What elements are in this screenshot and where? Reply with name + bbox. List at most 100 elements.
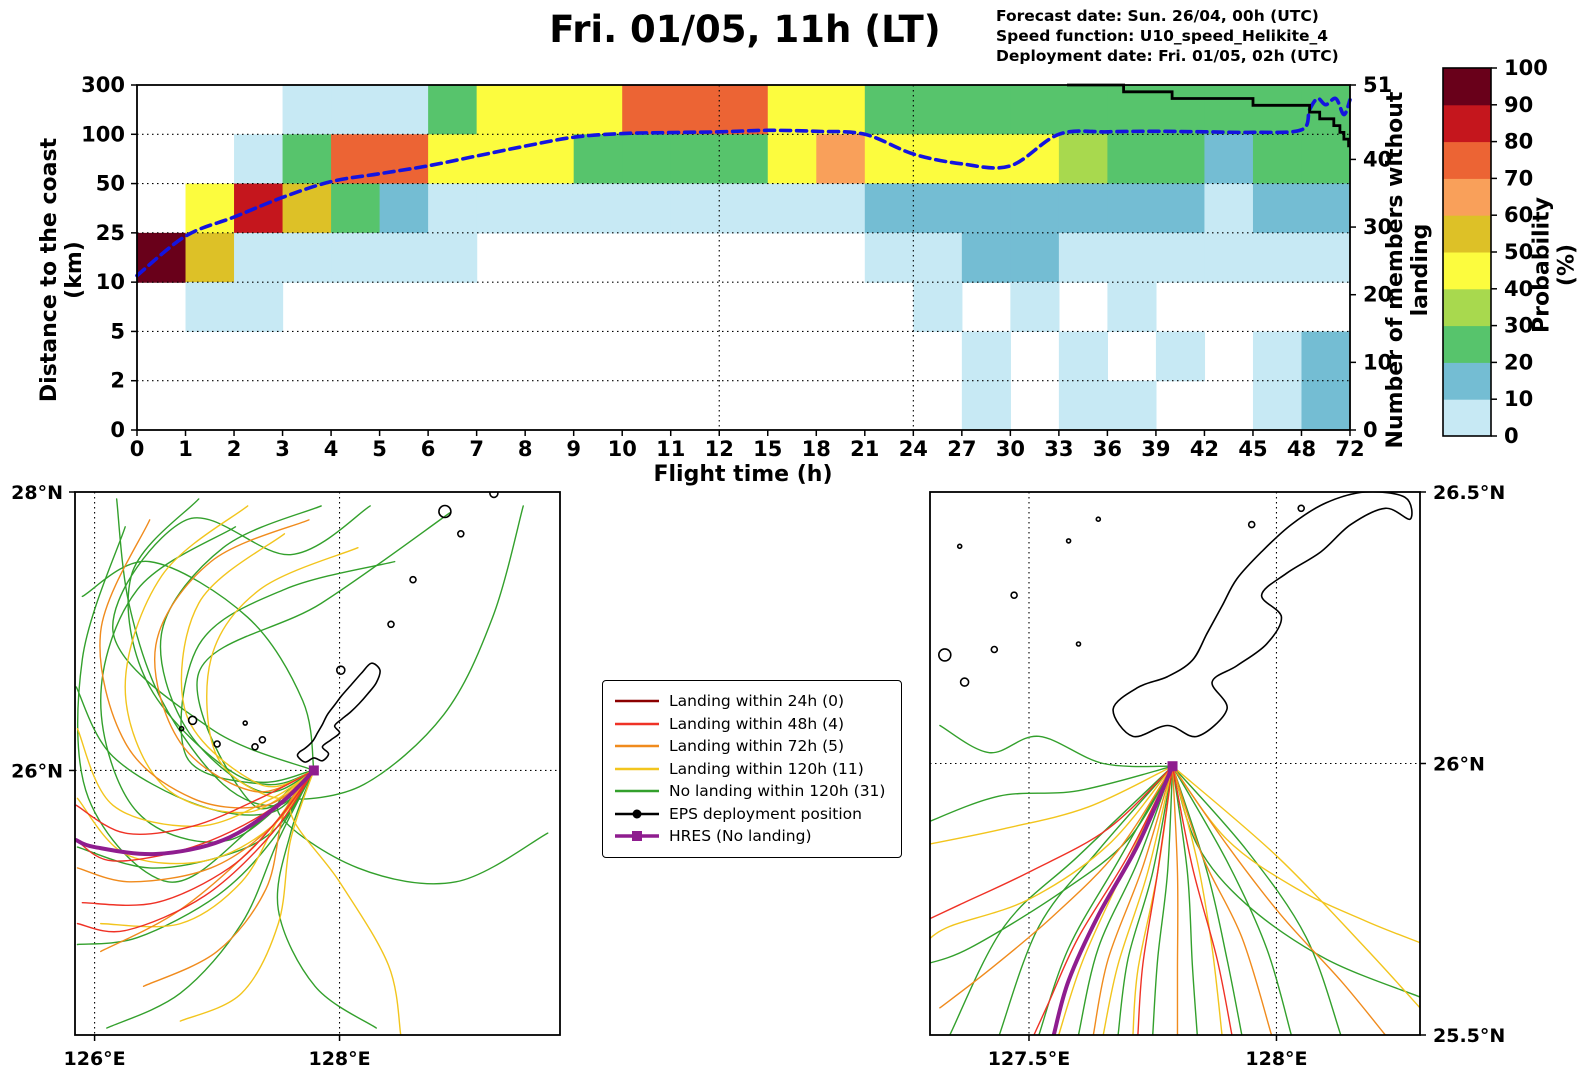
- heatmap-cell: [331, 232, 381, 283]
- heatmap-cell: [282, 134, 332, 185]
- heatmap-cell: [1301, 183, 1351, 234]
- heatmap-cell: [1107, 183, 1157, 234]
- heatmap-cell: [379, 134, 429, 185]
- trajectory-gold: [289, 769, 402, 1035]
- heatmap-cell: [1010, 232, 1060, 283]
- trajectory-green: [180, 560, 396, 786]
- heatmap-cell: [961, 331, 1011, 382]
- svg-text:10: 10: [1504, 387, 1533, 411]
- legend-item-landing-120h: Landing within 120h (11): [613, 758, 891, 781]
- trajectory-green: [1077, 765, 1174, 1035]
- heatmap-cell: [282, 85, 332, 135]
- heatmap-cell: [1252, 183, 1303, 234]
- svg-text:60: 60: [1504, 203, 1533, 227]
- colorbar: 0 10 20 30 40 50 60 70 80 90 100: [1442, 56, 1548, 448]
- x-axis-label: Flight time (h): [653, 462, 833, 487]
- heatmap-cell: [864, 85, 914, 135]
- trajectory-gold: [1102, 765, 1174, 1035]
- trajectory-red: [1033, 765, 1174, 1035]
- legend-item-no-landing: No landing within 120h (31): [613, 780, 891, 803]
- legend-label: Landing within 24h (0): [669, 692, 845, 711]
- svg-text:28°N: 28°N: [11, 482, 63, 504]
- heatmap-cell: [1204, 183, 1254, 234]
- svg-text:30: 30: [996, 437, 1025, 461]
- svg-text:25: 25: [96, 221, 125, 245]
- trajectory-green: [939, 724, 1174, 768]
- svg-text:0: 0: [110, 418, 125, 442]
- svg-text:45: 45: [1238, 437, 1267, 461]
- svg-text:26.5°N: 26.5°N: [1433, 482, 1505, 504]
- svg-text:5: 5: [372, 437, 387, 461]
- trajectory-orange: [142, 769, 315, 987]
- legend-label: Landing within 72h (5): [669, 737, 845, 756]
- trajectory-green: [100, 526, 315, 843]
- heatmap-cell: [767, 134, 817, 185]
- heatmap-cell: [1107, 380, 1157, 431]
- trajectory-green: [1171, 765, 1293, 1035]
- heatmap-cell: [767, 85, 817, 135]
- legend-item-eps-deployment: EPS deployment position: [613, 803, 891, 826]
- heatmap-cell: [1010, 282, 1060, 333]
- heatmap-cell: [622, 85, 672, 135]
- trajectory-gold: [76, 769, 315, 865]
- heatmap-cell: [961, 134, 1011, 185]
- svg-text:126°E: 126°E: [64, 1048, 126, 1070]
- heatmap-cell: [864, 232, 914, 283]
- legend: Landing within 24h (0) Landing within 48…: [602, 680, 902, 858]
- svg-text:4: 4: [324, 437, 339, 461]
- svg-text:100: 100: [1504, 56, 1548, 80]
- trajectory-green: [112, 505, 371, 772]
- svg-text:90: 90: [1504, 93, 1533, 117]
- heatmap-cell: [1301, 331, 1351, 382]
- svg-text:40: 40: [1363, 147, 1392, 171]
- svg-text:36: 36: [1093, 437, 1122, 461]
- trajectory-red: [81, 769, 315, 907]
- svg-text:21: 21: [850, 437, 879, 461]
- members-without-landing-line: [1067, 83, 1350, 148]
- svg-text:9: 9: [566, 437, 581, 461]
- svg-text:20: 20: [1504, 350, 1533, 374]
- trajectory-orange: [99, 519, 315, 809]
- heatmap-cell: [234, 134, 284, 185]
- heatmap-cell: [1252, 85, 1303, 135]
- trajectory-gold: [1171, 765, 1223, 1035]
- heatmap-cell: [1155, 331, 1206, 382]
- svg-text:10: 10: [96, 270, 125, 294]
- svg-text:0: 0: [130, 437, 145, 461]
- trajectory-orange: [1171, 765, 1273, 1035]
- heatmap-cell: [573, 183, 623, 234]
- heatmap-cell: [1252, 331, 1303, 382]
- map-gridlines: [75, 492, 560, 1035]
- heatmap-cell: [1252, 134, 1303, 185]
- trajectory-green: [276, 769, 549, 885]
- trajectory-green: [81, 560, 315, 772]
- heatmap-cell: [864, 183, 914, 234]
- svg-text:5: 5: [110, 319, 125, 343]
- legend-label: EPS deployment position: [669, 804, 862, 823]
- trajectory-red: [1171, 765, 1233, 1035]
- heatmap-cell: [573, 134, 623, 185]
- svg-text:26°N: 26°N: [11, 760, 63, 782]
- heatmap-cell: [234, 282, 284, 333]
- heatmap-cell: [1107, 134, 1157, 185]
- heatmap-cell: [234, 183, 284, 234]
- island-outline: [296, 662, 381, 763]
- svg-text:15: 15: [753, 437, 782, 461]
- legend-item-landing-48h: Landing within 48h (4): [613, 713, 891, 736]
- heatmap-cell: [1252, 232, 1303, 283]
- heatmap-cell: [476, 183, 526, 234]
- trajectory-green: [76, 769, 315, 946]
- svg-text:40: 40: [1504, 277, 1533, 301]
- svg-text:27: 27: [947, 437, 976, 461]
- svg-text:12: 12: [705, 437, 734, 461]
- heatmap-cell: [913, 183, 963, 234]
- forecast-info-block: Forecast date: Sun. 26/04, 00h (UTC) Spe…: [996, 6, 1339, 66]
- heatmap-cell: [1010, 85, 1060, 135]
- hres-trtrajectory: [1051, 764, 1175, 1035]
- trajectory-orange: [154, 519, 315, 793]
- map-border: [74, 491, 561, 1036]
- heatmap-cell: [816, 183, 866, 234]
- heatmap-cell: [331, 85, 381, 135]
- legend-label: HRES (No landing): [669, 827, 812, 846]
